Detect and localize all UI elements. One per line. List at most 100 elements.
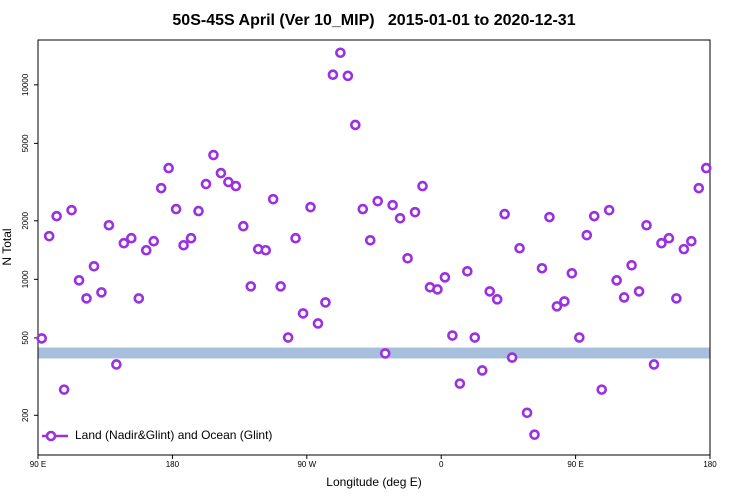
point: [335, 47, 346, 59]
point: [73, 275, 85, 286]
point: [43, 230, 55, 242]
point: [447, 330, 458, 341]
point: [394, 212, 406, 224]
point: [648, 359, 660, 370]
legend-marker: [45, 430, 57, 442]
point: [96, 287, 107, 298]
point: [402, 252, 413, 264]
y-tick-label: 10000: [21, 73, 30, 96]
point: [529, 429, 540, 440]
point: [686, 235, 697, 247]
x-axis-label: Longitude (deg E): [326, 475, 421, 489]
point: [327, 69, 339, 81]
point: [678, 243, 690, 255]
point: [462, 265, 473, 277]
y-tick-label: 200: [21, 408, 30, 422]
point: [663, 232, 675, 244]
point: [603, 204, 615, 216]
point: [305, 201, 316, 213]
point: [618, 292, 630, 303]
x-tick-label: 180: [166, 460, 180, 469]
point: [514, 242, 525, 254]
point: [700, 162, 712, 174]
point: [626, 259, 637, 271]
point: [633, 286, 645, 297]
point: [51, 210, 62, 222]
point: [409, 206, 421, 218]
point: [163, 162, 174, 174]
point: [544, 211, 555, 223]
point: [611, 275, 622, 286]
point: [342, 70, 354, 82]
point: [350, 119, 361, 131]
point: [581, 229, 593, 241]
point: [566, 268, 578, 279]
point: [200, 178, 212, 190]
x-tick-label: 90 E: [567, 460, 583, 469]
plot-frame: [37, 39, 711, 456]
point: [596, 384, 608, 395]
point: [208, 149, 219, 161]
point: [476, 365, 488, 376]
chart-title: 50S-45S April (Ver 10_MIP) 2015-01-01 to…: [172, 12, 575, 29]
point: [656, 237, 667, 249]
point: [521, 407, 533, 419]
band: [38, 347, 710, 359]
point: [387, 199, 398, 211]
point: [439, 272, 451, 283]
point: [320, 297, 331, 308]
point: [693, 182, 705, 194]
point: [290, 232, 301, 244]
point: [103, 219, 115, 231]
y-tick-label: 5000: [21, 134, 30, 152]
point: [58, 384, 70, 395]
y-tick-label: 500: [21, 331, 30, 345]
point: [372, 195, 384, 207]
point: [238, 220, 249, 232]
point: [193, 205, 204, 217]
point: [133, 293, 145, 304]
point: [432, 284, 443, 295]
x-tick-label: 90 E: [30, 460, 46, 469]
point: [559, 296, 570, 307]
point: [536, 262, 548, 274]
point: [641, 219, 652, 231]
point: [170, 203, 182, 215]
point: [282, 332, 294, 343]
point: [118, 237, 130, 249]
point: [267, 193, 279, 205]
point: [469, 332, 481, 343]
point: [126, 232, 137, 244]
point: [275, 281, 286, 292]
point: [574, 332, 585, 343]
point: [111, 359, 122, 370]
point: [312, 318, 324, 329]
point: [215, 167, 227, 179]
x-tick-label: 180: [703, 460, 717, 469]
point: [223, 176, 234, 188]
point: [588, 210, 600, 222]
point: [491, 294, 503, 305]
point: [671, 293, 682, 304]
point: [506, 352, 518, 363]
point: [81, 293, 92, 304]
point: [36, 333, 48, 344]
point: [88, 260, 100, 272]
x-tick-label: 90 W: [297, 460, 316, 469]
point: [364, 234, 376, 246]
point: [551, 301, 563, 312]
point: [178, 239, 189, 251]
point: [499, 208, 510, 220]
point: [230, 180, 242, 192]
point: [66, 204, 77, 216]
point: [260, 244, 272, 256]
point: [379, 348, 391, 359]
point: [245, 281, 257, 292]
point: [140, 244, 152, 256]
point: [484, 286, 496, 297]
point: [148, 235, 160, 247]
point: [155, 182, 167, 194]
point: [185, 232, 197, 244]
